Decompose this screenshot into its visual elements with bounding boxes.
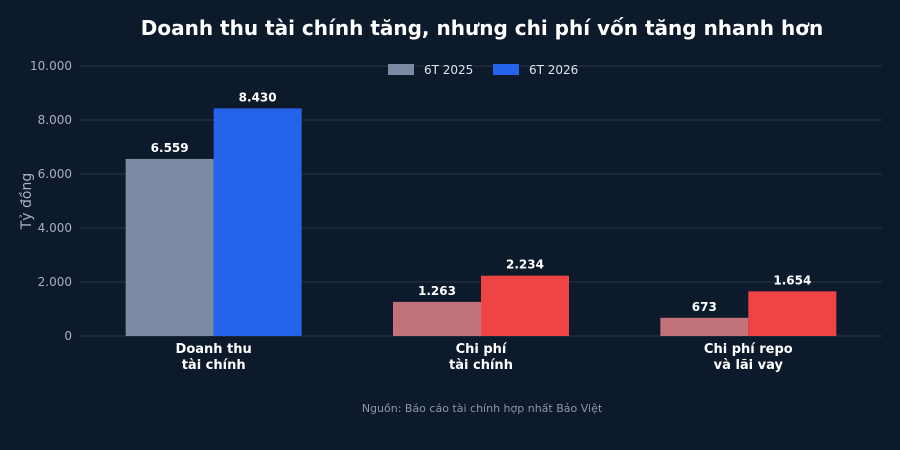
x-tick-label: và lãi vay	[714, 358, 784, 373]
x-tick-label: Chi phí repo	[704, 342, 793, 357]
x-tick-label: Chi phí	[456, 342, 508, 357]
bar	[660, 317, 749, 336]
bar	[393, 301, 481, 336]
x-tick-label: Doanh thu	[176, 342, 252, 357]
bar	[748, 291, 837, 336]
y-tick-label: 4.000	[38, 221, 72, 235]
value-labels: 6.559 8.430 1.263 2.234 673 1.654	[151, 90, 812, 313]
legend-label: 6T 2026	[529, 63, 578, 77]
y-tick-label: 10.000	[30, 59, 72, 73]
x-tick-label: tài chính	[449, 358, 513, 373]
y-tick-label: 8.000	[38, 113, 72, 127]
legend: 6T 2025 6T 2026	[388, 63, 578, 77]
chart-title: Doanh thu tài chính tăng, nhưng chi phí …	[141, 16, 823, 40]
y-axis-label: Tỷ đồng	[18, 173, 35, 231]
bar-value-label: 8.430	[239, 90, 277, 104]
y-tick-label: 6.000	[38, 167, 72, 181]
legend-swatch	[388, 64, 414, 75]
bar-value-label: 673	[692, 300, 717, 314]
bar	[481, 275, 569, 336]
bar	[213, 108, 302, 336]
x-tick-label: tài chính	[182, 358, 246, 373]
bar-value-label: 1.654	[773, 273, 811, 287]
legend-label: 6T 2025	[424, 63, 473, 77]
bar-value-label: 2.234	[506, 258, 544, 272]
bar-value-label: 1.263	[418, 284, 456, 298]
y-axis-ticks: 0 2.000 4.000 6.000 8.000 10.000	[30, 59, 72, 343]
y-tick-label: 2.000	[38, 275, 72, 289]
legend-swatch	[493, 64, 519, 75]
bar-value-label: 6.559	[151, 141, 189, 155]
bar	[125, 158, 214, 336]
bars	[125, 108, 837, 336]
source-note: Nguồn: Báo cáo tài chính hợp nhất Bảo Vi…	[362, 402, 603, 415]
y-tick-label: 0	[64, 329, 72, 343]
